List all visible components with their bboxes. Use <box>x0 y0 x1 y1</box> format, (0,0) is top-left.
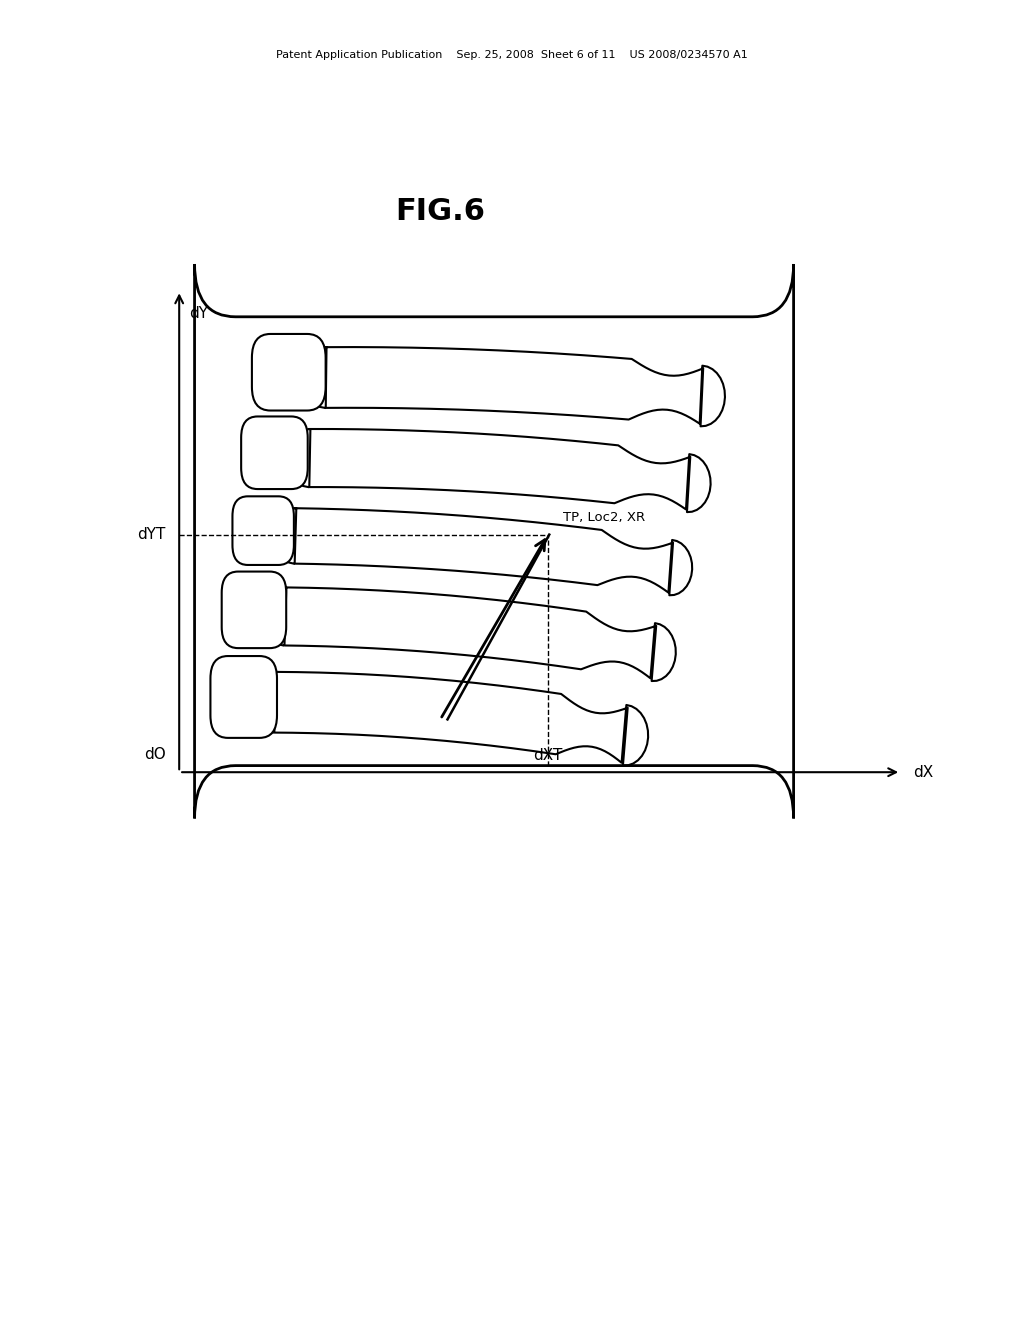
Text: dXT: dXT <box>534 748 562 763</box>
Text: Patent Application Publication    Sep. 25, 2008  Sheet 6 of 11    US 2008/023457: Patent Application Publication Sep. 25, … <box>276 50 748 61</box>
FancyBboxPatch shape <box>211 656 276 738</box>
FancyBboxPatch shape <box>221 572 286 648</box>
Text: dYT: dYT <box>137 527 166 543</box>
FancyBboxPatch shape <box>195 264 794 818</box>
Text: dY: dY <box>189 306 209 321</box>
Text: dX: dX <box>913 764 934 780</box>
FancyBboxPatch shape <box>242 416 307 488</box>
FancyBboxPatch shape <box>232 496 294 565</box>
FancyBboxPatch shape <box>252 334 326 411</box>
Text: FIG.6: FIG.6 <box>395 197 485 226</box>
Text: dO: dO <box>144 747 166 762</box>
Text: TP, Loc2, XR: TP, Loc2, XR <box>563 511 645 524</box>
